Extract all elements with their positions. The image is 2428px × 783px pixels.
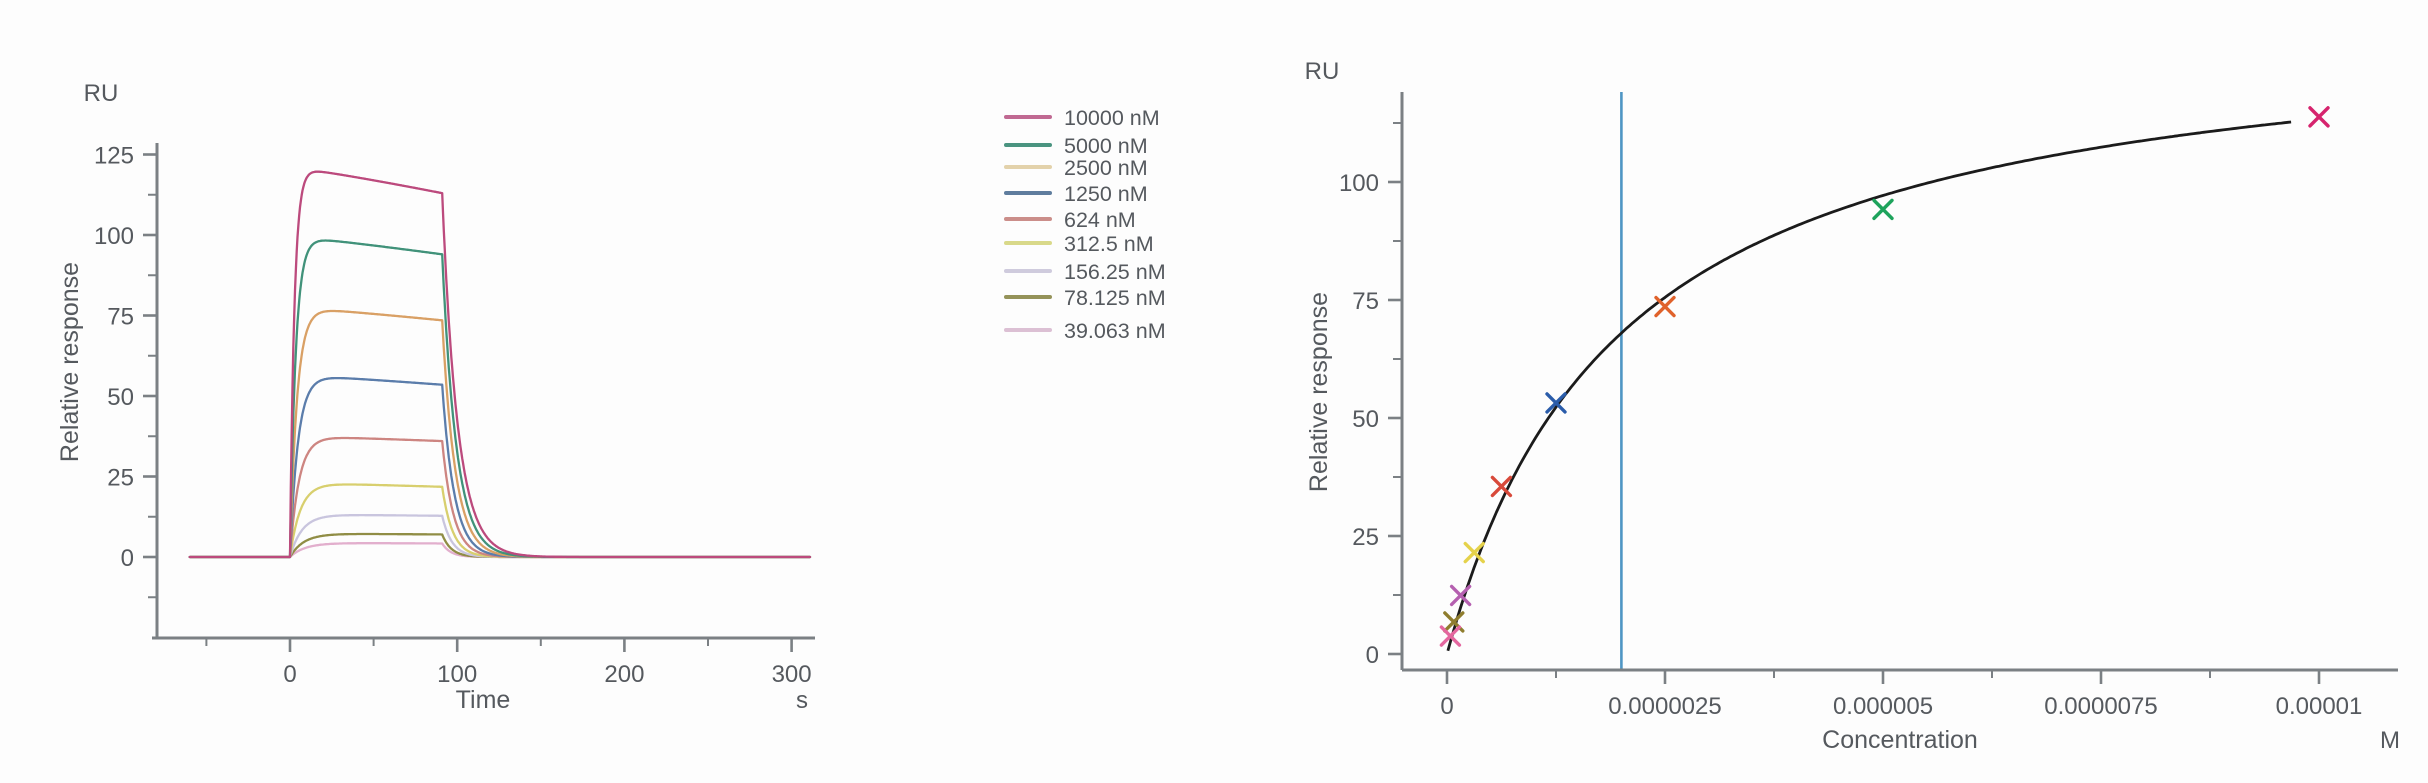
legend-item-312.5-nM: 312.5 nM xyxy=(1004,232,1154,256)
sensorgram-curve-624-nM xyxy=(188,436,812,559)
data-point-156.25-nM xyxy=(1449,584,1472,607)
data-point-312.5-nM xyxy=(1463,541,1485,564)
legend-item-label: 624 nM xyxy=(1064,208,1136,232)
y-tick-label: 50 xyxy=(107,384,134,411)
x-tick-label: 0.000005 xyxy=(1833,693,1933,720)
data-point-5000-nM xyxy=(1872,198,1894,221)
y-tick-label: 125 xyxy=(94,143,134,170)
left-y-axis-title: Relative response xyxy=(56,262,84,462)
legend-item-label: 78.125 nM xyxy=(1064,286,1166,310)
data-point-1250-nM xyxy=(1545,392,1567,414)
x-tick-label: 0 xyxy=(283,661,296,688)
right-x-unit-label: M xyxy=(2380,727,2400,754)
legend-item-2500-nM: 2500 nM xyxy=(1004,156,1148,180)
y-tick-label: 0 xyxy=(1366,642,1379,669)
right-y-axis-title: Relative response xyxy=(1305,292,1333,492)
x-tick-label: 300 xyxy=(772,661,812,688)
legend-item-label: 5000 nM xyxy=(1064,134,1148,158)
y-tick-label: 75 xyxy=(1352,288,1379,315)
left-x-unit-label: s xyxy=(796,687,808,714)
legend-item-624-nM: 624 nM xyxy=(1004,208,1136,232)
left-x-axis-title: Time xyxy=(456,686,511,714)
data-point-10000-nM xyxy=(2308,106,2330,128)
right-x-axis-title: Concentration xyxy=(1822,726,1978,754)
x-tick-label: 200 xyxy=(604,661,644,688)
x-tick-label: 0.0000075 xyxy=(2044,693,2157,720)
affinity-fit-curve xyxy=(1446,120,2292,652)
sensorgram-curve-2500-nM xyxy=(188,309,812,559)
legend-item-78.125-nM: 78.125 nM xyxy=(1004,286,1166,310)
legend-item-label: 39.063 nM xyxy=(1064,319,1166,343)
y-tick-label: 100 xyxy=(1339,170,1379,197)
data-point-2500-nM xyxy=(1654,295,1676,318)
legend-item-label: 312.5 nM xyxy=(1064,232,1154,256)
y-tick-label: 100 xyxy=(94,223,134,250)
legend-item-156.25-nM: 156.25 nM xyxy=(1004,260,1166,284)
sensorgram-curve-1250-nM xyxy=(188,376,812,559)
legend-item-10000-nM: 10000 nM xyxy=(1004,106,1160,130)
data-point-39.063-nM xyxy=(1439,625,1462,647)
x-tick-label: 100 xyxy=(437,661,477,688)
legend-item-5000-nM: 5000 nM xyxy=(1004,134,1148,158)
sensorgram-curve-5000-nM xyxy=(188,239,812,559)
sensorgram-curve-10000-nM xyxy=(188,170,812,559)
x-tick-label: 0.0000025 xyxy=(1608,693,1721,720)
sensorgram-curve-312.5-nM xyxy=(188,483,812,559)
affinity-plot: 0 0.0000025 0.000005 0.0000075 0.00001 0 25 50 7… xyxy=(1339,92,2398,720)
legend-item-label: 1250 nM xyxy=(1064,182,1148,206)
y-tick-label: 25 xyxy=(1352,524,1379,551)
x-tick-label: 0 xyxy=(1440,693,1453,720)
legend-item-1250-nM: 1250 nM xyxy=(1004,182,1148,206)
legend-item-label: 10000 nM xyxy=(1064,106,1160,130)
legend-item-39.063-nM: 39.063 nM xyxy=(1004,319,1166,343)
sensorgram-plot: 0 100 200 300 0 25 50 75 100 125 xyxy=(94,143,815,688)
y-tick-label: 0 xyxy=(121,545,134,572)
legend-item-label: 2500 nM xyxy=(1064,156,1148,180)
y-tick-label: 25 xyxy=(107,465,134,492)
y-tick-label: 50 xyxy=(1352,406,1379,433)
x-tick-label: 0.00001 xyxy=(2276,693,2363,720)
legend-item-label: 156.25 nM xyxy=(1064,260,1166,284)
y-tick-label: 75 xyxy=(107,304,134,331)
data-point-624-nM xyxy=(1490,475,1513,498)
right-y-unit-label: RU xyxy=(1305,58,1340,85)
left-y-unit-label: RU xyxy=(84,80,119,107)
